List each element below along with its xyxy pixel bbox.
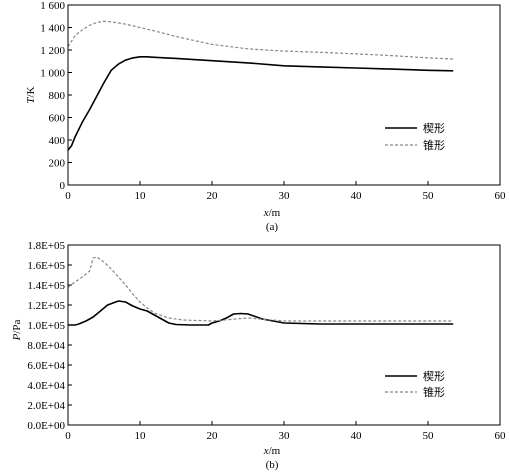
panel-a-y-axis-label: T/K [25, 86, 37, 103]
panel-b-legend-label-wedge: 楔形 [423, 370, 445, 383]
panel-b-x-tick-labels: 0 10 20 30 40 50 60 [65, 430, 506, 442]
panel-b-x-axis-label: x/m [263, 445, 281, 457]
panel-b-y-axis-var: P [11, 333, 23, 341]
panel-a-x-tick-label: 60 [495, 190, 507, 202]
panel-b-y-axis-label: P/Pa [11, 319, 23, 341]
panel-a-x-axis-label: x/m [263, 207, 281, 219]
panel-a-y-tick-label: 1 200 [40, 45, 65, 57]
panel-b-y-tick-labels: 0.0E+00 2.0E+04 4.0E+04 6.0E+04 8.0E+04 1.0E+… [27, 240, 65, 432]
panel-a-x-tick-labels: 0 10 20 30 40 50 60 [65, 190, 506, 202]
panel-a-x-tick-label: 10 [135, 190, 147, 202]
panel-a-ticks [67, 4, 501, 186]
panel-b-pressure-chart: 0.0E+00 2.0E+04 4.0E+04 6.0E+04 8.0E+04 1.0E+… [11, 240, 506, 471]
panel-b-x-tick-label: 50 [423, 430, 435, 442]
panel-b-x-tick-label: 20 [207, 430, 219, 442]
panel-a-x-tick-label: 0 [65, 190, 71, 202]
panel-a-y-axis-var: T [25, 97, 37, 104]
panel-a-x-tick-label: 20 [207, 190, 219, 202]
panel-a-y-tick-label: 400 [49, 135, 66, 147]
panel-a-x-tick-label: 30 [279, 190, 291, 202]
panel-a-x-tick-label: 50 [423, 190, 435, 202]
panel-b-series-cone-line [67, 256, 454, 322]
panel-b-y-tick-label: 1.8E+05 [27, 240, 65, 252]
panel-a-series-cone-line [67, 20, 454, 60]
panel-b-series-wedge-line [68, 300, 454, 326]
panel-b-y-tick-label: 6.0E+04 [27, 360, 65, 372]
panel-a-y-tick-label: 1 600 [40, 0, 65, 12]
panel-b-x-tick-label: 40 [351, 430, 363, 442]
panel-a-y-axis-unit: /K [25, 86, 37, 97]
panel-a-x-axis-unit: /m [269, 207, 281, 219]
panel-b-x-tick-label: 10 [135, 430, 147, 442]
panel-b-x-axis-var: x [263, 445, 269, 457]
panel-a-legend: 楔形 锥形 [385, 122, 445, 152]
panel-a-series-wedge-line [67, 55, 454, 151]
panel-a-x-tick-label: 40 [351, 190, 363, 202]
panel-b-y-tick-label: 1.6E+05 [27, 260, 65, 272]
panel-a-y-tick-label: 0 [60, 180, 66, 192]
panel-a-x-axis-var: x [263, 207, 269, 219]
panel-a-y-tick-labels: 0 200 400 600 800 1 000 1 200 1 400 1 600 [40, 0, 65, 192]
panel-a-caption: (a) [266, 221, 279, 233]
panel-a-y-tick-label: 600 [49, 113, 66, 125]
panel-a-legend-label-cone: 锥形 [423, 139, 445, 152]
panel-b-legend-label-cone: 锥形 [423, 386, 445, 399]
panel-b-plot-frame [67, 244, 501, 426]
panel-a-series [67, 20, 454, 151]
panel-a-y-tick-label: 800 [49, 90, 66, 102]
panel-b-legend: 楔形 锥形 [385, 370, 445, 399]
panel-b-x-tick-label: 60 [495, 430, 507, 442]
panel-a-temperature-chart: 0 200 400 600 800 1 000 1 200 1 400 1 600 0 10 20 3… [25, 0, 506, 233]
panel-b-caption: (b) [266, 459, 279, 471]
panel-b-x-axis-unit: /m [269, 445, 281, 457]
panel-a-legend-label-wedge: 楔形 [423, 122, 445, 135]
panel-b-x-tick-label: 30 [279, 430, 291, 442]
panel-b-y-tick-label: 0.0E+00 [27, 420, 65, 432]
panel-a-plot-frame [67, 4, 501, 186]
panel-b-x-tick-label: 0 [65, 430, 71, 442]
panel-b-y-axis-unit: /Pa [11, 319, 23, 333]
panel-b-y-tick-label: 1.2E+05 [27, 300, 65, 312]
panel-a-y-tick-label: 1 000 [40, 68, 65, 80]
panel-a-y-tick-label: 200 [49, 158, 66, 170]
panel-b-series [67, 256, 454, 326]
panel-b-y-tick-label: 4.0E+04 [27, 380, 65, 392]
panel-b-y-tick-label: 2.0E+04 [27, 400, 65, 412]
panel-b-y-tick-label: 1.0E+05 [27, 320, 65, 332]
panel-a-y-tick-label: 1 400 [40, 23, 65, 35]
panel-b-y-tick-label: 1.4E+05 [27, 280, 65, 292]
panel-b-y-tick-label: 8.0E+04 [27, 340, 65, 352]
